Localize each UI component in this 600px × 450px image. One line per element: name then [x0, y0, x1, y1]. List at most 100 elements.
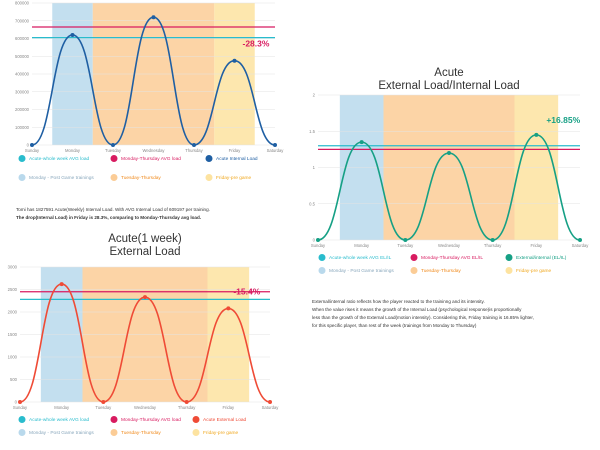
internal-load-ytick: 600000	[15, 36, 30, 41]
external-load-legend-swatch	[192, 416, 200, 423]
el-il-ratio-title-line: Acute	[434, 67, 463, 79]
external-load-xtick: Monday	[54, 405, 70, 410]
external-load-ytick: 0	[15, 400, 18, 405]
internal-load-xtick: Monday	[65, 148, 81, 153]
el-il-ratio-xtick: Friday	[531, 243, 544, 248]
el-il-ratio-legend-swatch	[505, 254, 513, 261]
external-load-legend-swatch	[110, 429, 118, 436]
external-load-annotation: -15.4%	[233, 286, 260, 296]
internal-load-legend-swatch	[205, 155, 213, 162]
external-load-legend-label: Friday-pre game	[203, 430, 239, 436]
summary-line-2: The drop(Internal Load) in Friday is 28.…	[16, 215, 202, 220]
external-load-xtick: Wednesday	[134, 405, 157, 410]
el-il-ratio-ytick: 0	[313, 238, 316, 243]
external-load-xtick: Thursday	[178, 405, 196, 410]
internal-load-point	[111, 143, 115, 147]
external-load-xtick: Saturday	[262, 405, 280, 410]
external-load-ytick: 2500	[8, 287, 18, 292]
external-load-title-line: External Load	[110, 246, 181, 258]
internal-load-ytick: 200000	[15, 107, 30, 112]
el-il-ratio-point	[534, 132, 539, 137]
el-il-ratio-point	[316, 238, 320, 242]
internal-load-legend-label: Monday - Post Game trainings	[29, 175, 94, 181]
el-il-ratio-xtick: Sunday	[311, 243, 326, 248]
internal-load-ytick: 300000	[15, 89, 30, 94]
internal-load-legend-swatch	[110, 174, 118, 181]
external-load-ytick: 3000	[8, 265, 18, 270]
internal-load-legend-label: Acute Internal Load	[216, 156, 258, 162]
external-load-point	[143, 295, 147, 300]
internal-load-legend-swatch	[18, 155, 26, 162]
external-load-xtick: Friday	[223, 405, 236, 410]
el-il-ratio-point	[490, 238, 495, 242]
internal-load-xtick: Saturday	[267, 148, 285, 153]
internal-load-ytick: 800000	[15, 1, 30, 6]
el-il-ratio-ytick: 0.5	[309, 201, 315, 206]
external-load-point	[59, 282, 64, 287]
internal-load-legend-label: Acute-whole week AVG load	[29, 156, 90, 162]
el-il-ratio-title-line: External Load/Internal Load	[378, 80, 519, 92]
external-load-legend-label: Monday-Thursday AVG load	[121, 417, 181, 423]
el-il-ratio-xtick: Thursday	[484, 243, 502, 248]
external-load-legend-label: Monday - Post Game trainings	[29, 430, 94, 436]
internal-load-legend-swatch	[18, 174, 26, 181]
summary-line-1: Tomi has 1827591 Acute(Weekly) Internal …	[16, 207, 210, 212]
el-il-ratio-legend-swatch	[410, 254, 418, 261]
external-load-ytick: 1000	[8, 355, 18, 360]
el-il-ratio-point	[359, 140, 364, 145]
internal-load-legend-swatch	[205, 174, 213, 181]
el-il-ratio-ytick: 1	[313, 165, 316, 170]
internal-load-ytick: 700000	[15, 18, 30, 23]
el-il-ratio-xtick: Wednesday	[438, 243, 461, 248]
internal-load-ytick: 400000	[15, 72, 30, 77]
external-load-legend-swatch	[18, 429, 26, 436]
internal-load-xtick: Thursday	[185, 148, 203, 153]
external-load-point	[268, 400, 272, 404]
external-load-legend-swatch	[110, 416, 118, 423]
internal-load-annotation: -28.3%	[243, 39, 270, 49]
ratio-line-3: less than the growth of the External Loa…	[312, 315, 534, 320]
external-load-point	[226, 306, 231, 311]
el-il-ratio-legend-label: Acute-whole week AVG EL/IL	[329, 255, 392, 261]
internal-load-summary: Tomi has 1827591 Acute(Weekly) Internal …	[16, 206, 296, 222]
internal-load-point	[30, 143, 34, 147]
external-load-legend-label: Acute External Load	[203, 417, 247, 423]
el-il-ratio-xtick: Tuesday	[397, 243, 414, 248]
internal-load-xtick: Friday	[229, 148, 242, 153]
external-load-ytick: 1500	[8, 332, 18, 337]
el-il-ratio-ytick: 2	[313, 93, 316, 98]
internal-load-xtick: Sunday	[25, 148, 40, 153]
internal-load-point	[273, 143, 277, 147]
el-il-ratio-legend-swatch	[410, 267, 418, 274]
internal-load-ytick: 100000	[15, 125, 30, 130]
internal-load-point	[151, 15, 156, 20]
el-il-ratio-legend-label: Monday - Post Game trainings	[329, 268, 394, 274]
el-il-ratio-ytick: 1.5	[309, 129, 315, 134]
internal-load-xtick: Wednesday	[142, 148, 165, 153]
external-load-xtick: Tuesday	[95, 405, 112, 410]
internal-load-xtick: Tuesday	[105, 148, 122, 153]
external-load-title-line: Acute(1 week)	[108, 233, 182, 245]
internal-load-point	[232, 58, 237, 63]
internal-load-legend-swatch	[110, 155, 118, 162]
external-load-xtick: Sunday	[13, 405, 28, 410]
ratio-line-2: When the value rises it means the growth…	[312, 307, 522, 312]
el-il-ratio-legend-label: Friday-pre game	[516, 268, 552, 274]
external-load-point	[101, 400, 106, 404]
ratio-explanation: External/internal ratio reflects how the…	[312, 298, 592, 330]
el-il-ratio-point	[578, 238, 582, 242]
internal-load-ytick: 500000	[15, 54, 30, 59]
el-il-ratio-xtick: Monday	[354, 243, 370, 248]
el-il-ratio-legend-label: Monday-Thursday AVG EL/IL	[421, 255, 483, 261]
external-load-legend-label: Tuesday-Thursday	[121, 430, 161, 436]
el-il-ratio-xtick: Saturday	[572, 243, 590, 248]
ratio-line-4: for this specific player, than rest of t…	[312, 323, 477, 328]
el-il-ratio-annotation: +16.85%	[546, 115, 580, 125]
external-load-legend-label: Acute-whole week AVG load	[29, 417, 90, 423]
external-load-ytick: 2000	[8, 310, 18, 315]
ratio-line-1: External/internal ratio reflects how the…	[312, 299, 485, 304]
internal-load-point	[192, 143, 196, 147]
external-load-point	[184, 400, 189, 404]
internal-load-ytick: 0	[27, 143, 30, 148]
